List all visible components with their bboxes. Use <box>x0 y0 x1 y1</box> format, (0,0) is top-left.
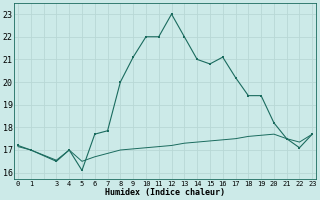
X-axis label: Humidex (Indice chaleur): Humidex (Indice chaleur) <box>105 188 225 197</box>
